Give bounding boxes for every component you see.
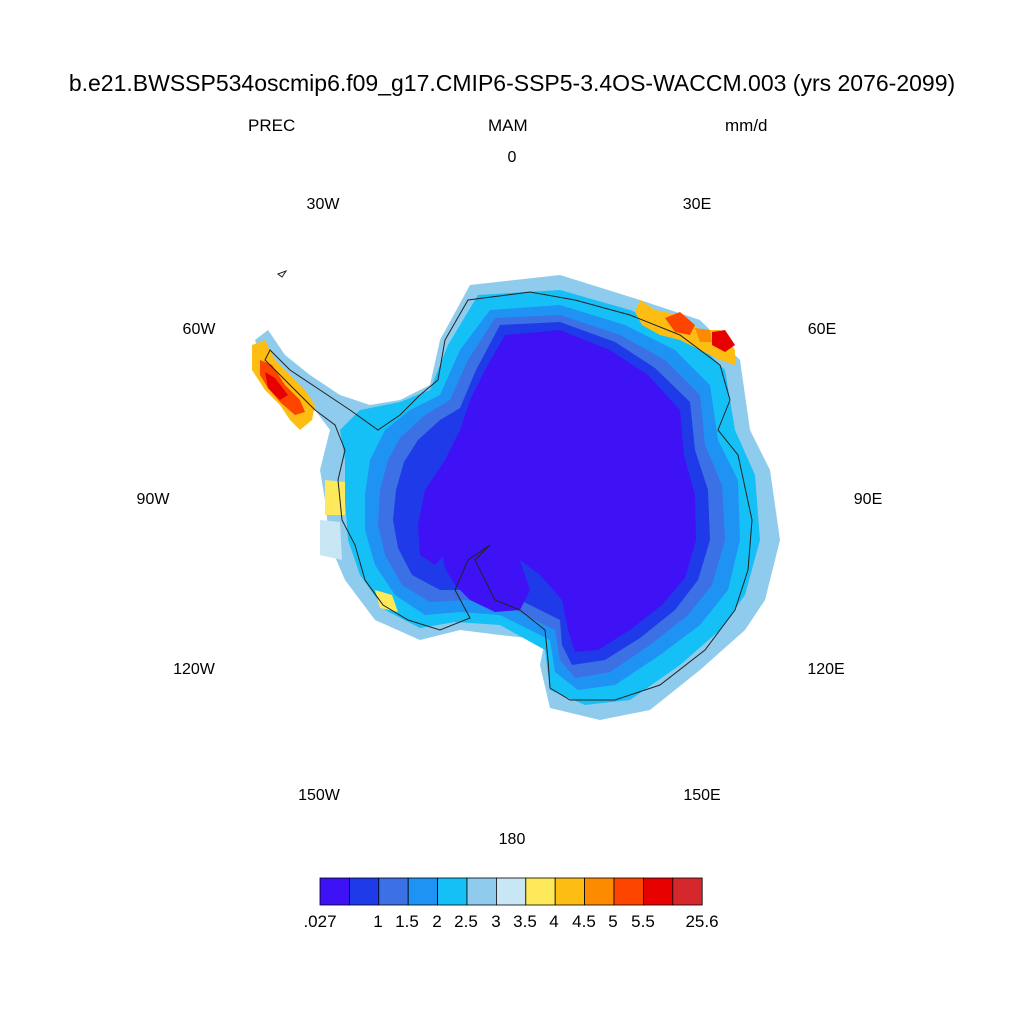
field-peak-east-1 bbox=[665, 312, 695, 335]
field-peak-east-3 bbox=[695, 328, 712, 342]
antarctica-field bbox=[252, 275, 780, 720]
colorbar-label: 25.6 bbox=[685, 912, 719, 931]
field-peak-peninsula-1 bbox=[260, 360, 305, 415]
antarctic-coastline bbox=[264, 291, 753, 701]
colorbar-label: 5.5 bbox=[631, 912, 655, 931]
ross-ice-shelf-low bbox=[440, 535, 530, 612]
colorbar-swatch bbox=[437, 877, 468, 906]
plot-title: b.e21.BWSSP534oscmip6.f09_g17.CMIP6-SSP5… bbox=[68, 70, 956, 96]
lon-label-180: 180 bbox=[498, 831, 526, 848]
colorbar-swatch bbox=[319, 877, 350, 906]
colorbar-swatch bbox=[407, 877, 439, 906]
colorbar-swatch bbox=[554, 877, 586, 906]
colorbar-swatch bbox=[613, 877, 644, 906]
season-label: MAM bbox=[488, 116, 528, 135]
lon-label-150w: 150W bbox=[298, 787, 340, 804]
colorbar-swatch bbox=[584, 877, 615, 906]
lon-label-0: 0 bbox=[507, 149, 517, 166]
coastline bbox=[264, 269, 753, 701]
colorbar-label: 2 bbox=[432, 912, 442, 931]
field-yellow-west bbox=[325, 480, 345, 515]
colorbar-label: 3.5 bbox=[513, 912, 537, 931]
lon-label-90e: 90E bbox=[853, 491, 883, 508]
lon-label-150e: 150E bbox=[683, 787, 721, 804]
field-peak-peninsula-2 bbox=[265, 372, 288, 400]
lon-label-60e: 60E bbox=[807, 321, 837, 338]
lon-label-90w: 90W bbox=[136, 491, 170, 508]
colorbar-label: 5 bbox=[608, 912, 618, 931]
colorbar bbox=[319, 877, 703, 906]
colorbar-label: 3 bbox=[491, 912, 501, 931]
field-peak-east-2 bbox=[712, 330, 735, 352]
colorbar-swatch bbox=[495, 877, 527, 906]
variable-label: PREC bbox=[248, 116, 296, 135]
field-band-low bbox=[418, 330, 696, 652]
field-pale-west bbox=[320, 520, 342, 560]
colorbar-swatch bbox=[525, 877, 556, 906]
colorbar-label: 1.5 bbox=[395, 912, 419, 931]
colorbar-swatch bbox=[672, 877, 703, 906]
colorbar-label: 4.5 bbox=[572, 912, 596, 931]
colorbar-label: 4 bbox=[549, 912, 559, 931]
colorbar-swatch bbox=[643, 877, 674, 906]
lon-label-30w: 30W bbox=[306, 196, 340, 213]
colorbar-swatch bbox=[466, 877, 497, 906]
lon-label-30e: 30E bbox=[682, 196, 712, 213]
island-outline bbox=[276, 269, 288, 278]
field-yellow-southwest bbox=[375, 590, 398, 612]
colorbar-swatch bbox=[348, 877, 380, 906]
colorbar-label: 1 bbox=[373, 912, 383, 931]
colorbar-label: .027 bbox=[303, 912, 337, 931]
lon-label-120w: 120W bbox=[173, 661, 215, 678]
lon-label-60w: 60W bbox=[182, 321, 216, 338]
lon-label-120e: 120E bbox=[807, 661, 845, 678]
colorbar-label: 2.5 bbox=[454, 912, 478, 931]
colorbar-swatch bbox=[378, 877, 409, 906]
units-label: mm/d bbox=[725, 116, 768, 135]
